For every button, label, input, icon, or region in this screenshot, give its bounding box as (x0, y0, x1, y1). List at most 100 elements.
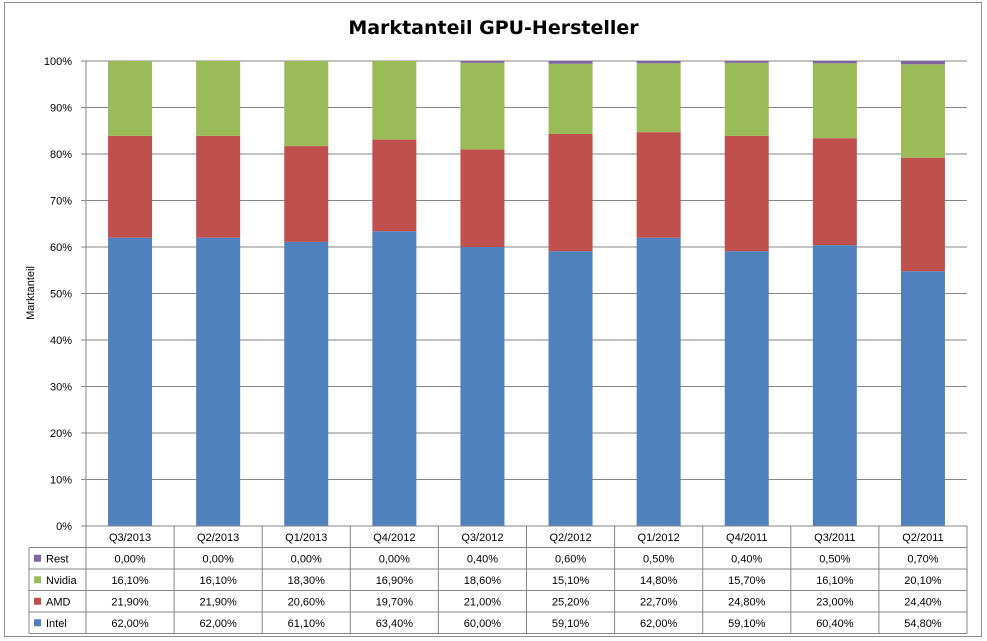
data-label: 0,50% (819, 553, 850, 565)
bar-segment-nvidia (108, 61, 153, 136)
bar-segment-rest (460, 61, 505, 63)
data-label: 15,70% (728, 575, 766, 587)
data-table: Q3/2013 Q2/2013 Q1/2013 Q4/2012 Q3/2012 Q2/20… (28, 525, 968, 634)
y-tick-label: 80% (50, 149, 72, 161)
legend-key-nvidia (34, 576, 41, 584)
chart-title: Marktanteil GPU-Hersteller (348, 17, 639, 39)
x-tick-label: Q3/2013 (109, 532, 151, 544)
data-label: 0,60% (555, 553, 586, 565)
x-tick-label: Q2/2013 (197, 532, 239, 544)
data-label: 63,40% (376, 618, 414, 630)
y-tick-label: 20% (50, 428, 72, 440)
data-label: 0,40% (731, 553, 762, 565)
bar-segment-amd (812, 138, 857, 246)
bar-segment-amd (548, 134, 593, 252)
bar-segment-amd (284, 146, 329, 242)
data-label: 16,10% (111, 575, 149, 587)
bar-segment-nvidia (196, 61, 241, 136)
data-label: 0,00% (114, 553, 145, 565)
bar-segment-amd (724, 135, 769, 252)
data-label: 18,60% (464, 575, 502, 587)
data-label: 62,00% (111, 618, 149, 630)
data-label: 59,10% (552, 618, 590, 630)
bar-segment-amd (372, 139, 417, 232)
x-tick-label: Q2/2011 (902, 532, 943, 544)
bar-segment-nvidia (724, 62, 769, 136)
data-label: 0,40% (467, 553, 498, 565)
x-tick-label: Q2/2012 (549, 532, 591, 544)
data-label: 0,50% (643, 553, 674, 565)
bar-segment-intel (812, 245, 857, 526)
y-tick-label: 30% (50, 382, 72, 394)
bar-segment-nvidia (812, 63, 857, 139)
bar-segment-rest (724, 61, 769, 63)
legend-entry-rest: Rest (46, 553, 69, 565)
bar-segment-nvidia (460, 62, 505, 150)
legend-entry-nvidia: Nvidia (46, 575, 77, 587)
data-label: 16,10% (199, 575, 237, 587)
bar-segment-rest (636, 61, 681, 64)
data-label: 25,20% (552, 596, 590, 608)
x-tick-label: Q1/2013 (285, 532, 327, 544)
y-tick-label: 50% (50, 289, 72, 301)
data-label: 21,90% (111, 596, 149, 608)
data-label: 24,40% (904, 596, 942, 608)
y-tick-label: 90% (50, 103, 72, 115)
data-label: 60,40% (816, 618, 854, 630)
bar-segment-intel (372, 231, 417, 526)
bar-segment-amd (900, 157, 945, 272)
bar-segment-intel (196, 237, 241, 526)
data-label: 18,30% (288, 575, 326, 587)
bar-segment-intel (900, 271, 945, 526)
bars (108, 61, 945, 526)
data-label: 59,10% (728, 618, 766, 630)
bar-segment-nvidia (284, 61, 329, 147)
data-label: 62,00% (199, 618, 237, 630)
bar-segment-amd (108, 135, 153, 238)
data-label: 0,70% (907, 553, 938, 565)
data-label: 24,80% (728, 596, 766, 608)
data-label: 20,60% (288, 596, 326, 608)
data-label: 16,10% (816, 575, 854, 587)
y-tick-label: 40% (50, 335, 72, 347)
data-label: 16,90% (376, 575, 414, 587)
data-label: 0,00% (379, 553, 410, 565)
data-label: 22,70% (640, 596, 678, 608)
y-tick-label: 60% (50, 242, 72, 254)
y-tick-labels: 0% 10% 20% 30% 40% 50% 60% 70% 80% 90% 100% (44, 56, 72, 533)
legend-key-amd (34, 597, 41, 605)
data-label: 0,00% (291, 553, 322, 565)
x-tick-label: Q1/2012 (638, 532, 680, 544)
bar-segment-intel (636, 237, 681, 526)
x-tick-label: Q4/2011 (726, 532, 767, 544)
data-label: 60,00% (464, 618, 502, 630)
bar-segment-nvidia (372, 61, 417, 140)
bar-segment-nvidia (900, 64, 945, 158)
bar-segment-intel (724, 251, 769, 526)
bar-segment-rest (812, 61, 857, 64)
y-tick-label: 10% (50, 475, 72, 487)
legend-entry-amd: AMD (46, 596, 71, 608)
bar-segment-rest (900, 61, 945, 65)
data-label: 54,80% (904, 618, 942, 630)
legend-entry-intel: Intel (46, 618, 67, 630)
bar-segment-intel (548, 251, 593, 526)
bar-segment-nvidia (548, 63, 593, 135)
data-label: 15,10% (552, 575, 590, 587)
data-label: 61,10% (288, 618, 326, 630)
legend-key-intel (34, 619, 41, 627)
bar-segment-intel (460, 247, 505, 526)
data-label: 21,90% (199, 596, 237, 608)
bar-segment-intel (284, 241, 329, 526)
bar-segment-amd (196, 135, 241, 238)
data-label: 23,00% (816, 596, 854, 608)
bar-segment-intel (108, 237, 153, 526)
data-label: 62,00% (640, 618, 678, 630)
y-tick-label: 0% (56, 521, 72, 533)
bar-segment-amd (636, 132, 681, 238)
bar-segment-amd (460, 149, 505, 247)
data-label: 19,70% (376, 596, 414, 608)
x-tick-label: Q3/2011 (814, 532, 855, 544)
bar-segment-nvidia (636, 63, 681, 133)
